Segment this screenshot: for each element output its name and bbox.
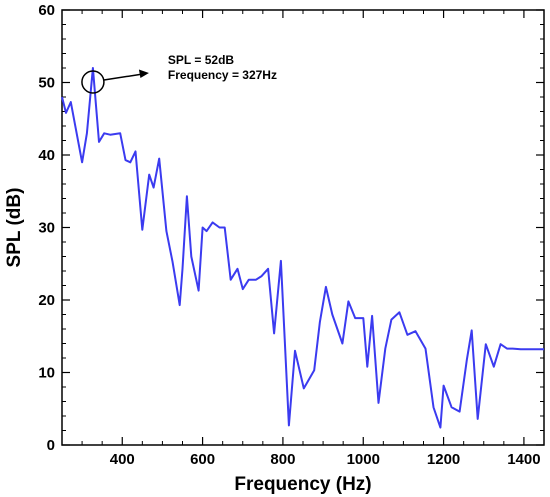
x-tick-label: 1000: [347, 451, 380, 468]
y-tick-label: 60: [38, 2, 55, 19]
y-tick-label: 0: [47, 437, 55, 454]
y-tick-label: 30: [38, 220, 55, 237]
x-axis-title: Frequency (Hz): [234, 474, 371, 495]
x-tick-label: 600: [190, 451, 215, 468]
x-tick-label: 1200: [427, 451, 460, 468]
x-tick-label: 400: [110, 451, 135, 468]
annotation-spl-text: SPL = 52dB: [168, 53, 234, 67]
y-tick-label: 40: [38, 147, 55, 164]
annotation-arrow-line: [103, 73, 144, 81]
x-tick-label: 1400: [507, 451, 540, 468]
y-tick-labels: 0 10 20 30 40 50 60: [38, 2, 55, 454]
y-tick-label: 50: [38, 75, 55, 92]
y-tick-label: 20: [38, 292, 55, 309]
x-tick-labels: 400 600 800 1000 1200 1400: [110, 451, 541, 468]
peak-highlight-circle: [81, 70, 105, 94]
annotation-frequency-text: Frequency = 327Hz: [168, 68, 277, 82]
y-axis-title: SPL (dB): [4, 188, 25, 268]
axis-ticks: [61, 9, 545, 446]
y-tick-label: 10: [38, 365, 55, 382]
peak-annotation: SPL = 52dB Frequency = 327Hz: [81, 53, 277, 94]
annotation-arrow-head: [138, 69, 149, 78]
x-tick-label: 800: [270, 451, 295, 468]
spl-series-line: [61, 67, 544, 429]
